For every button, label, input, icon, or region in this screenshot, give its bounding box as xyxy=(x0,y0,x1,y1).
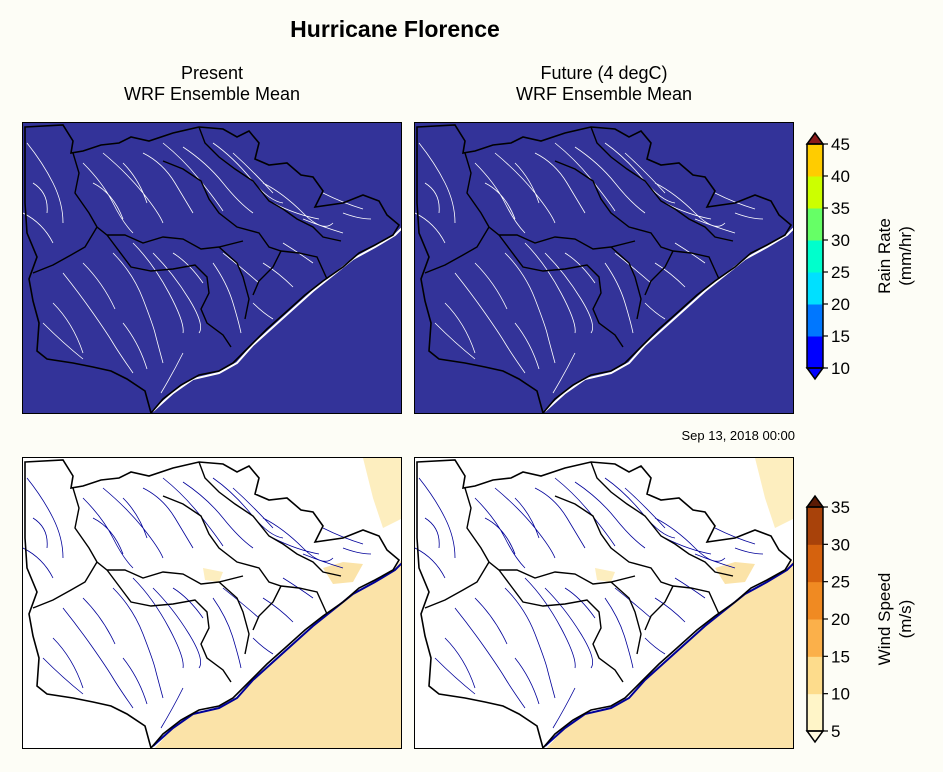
wind-colorbar-band xyxy=(807,693,823,732)
rain-rate-colorbar: 10 15 20 25 30 35 40 45 xyxy=(805,131,865,387)
sound-wind-area xyxy=(715,562,755,584)
wind-colorbar-band xyxy=(807,619,823,657)
rain-rate-label-line2: (mm/hr) xyxy=(896,226,915,286)
wind-speed-colorbar: 5 10 15 20 25 30 35 xyxy=(805,494,865,750)
rain-colorbar-band xyxy=(807,208,823,241)
wind-colorbar-band xyxy=(807,581,823,620)
column-title-future-line1: Future (4 degC) xyxy=(540,63,668,83)
column-title-present-line2: WRF Ensemble Mean xyxy=(123,84,301,104)
rain-colorbar-tick-label: 20 xyxy=(831,295,850,314)
wind-speed-label-line2: (m/s) xyxy=(896,599,915,639)
wind-colorbar-band xyxy=(807,544,823,583)
wind-colorbar-extend-high xyxy=(805,494,825,508)
column-title-future-line2: WRF Ensemble Mean xyxy=(515,84,693,104)
rain-colorbar-band xyxy=(807,272,823,305)
inland-wind-patch xyxy=(203,568,223,582)
wind-colorbar-tick-label: 30 xyxy=(831,535,850,554)
wind-colorbar-tick-label: 25 xyxy=(831,573,850,592)
wind-speed-colorbar-label: Wind Speed (m/s) xyxy=(874,564,916,674)
wind-colorbar-tick-label: 20 xyxy=(831,610,850,629)
rain-colorbar-band xyxy=(807,336,823,369)
rain-map-background xyxy=(23,123,401,413)
column-title-present-line1: Present xyxy=(180,63,244,83)
wind-colorbar-tick-label: 15 xyxy=(831,647,850,666)
rain-map-future xyxy=(414,122,794,414)
wind-colorbar-tick-label: 35 xyxy=(831,498,850,517)
wind-map-future xyxy=(414,457,794,749)
rain-colorbar-extend-high xyxy=(805,131,825,145)
rain-colorbar-band xyxy=(807,144,823,177)
rain-colorbar-tick-label: 10 xyxy=(831,359,850,378)
rain-map-present xyxy=(22,122,402,414)
rain-colorbar-tick-label: 40 xyxy=(831,167,850,186)
rain-colorbar-band xyxy=(807,304,823,337)
rain-rate-label-line1: Rain Rate xyxy=(875,218,894,294)
column-title-present: Present WRF Ensemble Mean xyxy=(22,63,402,105)
rain-colorbar-scale: 10 15 20 25 30 35 40 45 xyxy=(805,131,850,381)
inland-wind-patch xyxy=(595,568,615,582)
figure-title: Hurricane Florence xyxy=(290,16,500,42)
wind-colorbar-tick-label: 10 xyxy=(831,685,850,704)
rain-map-background xyxy=(415,123,793,413)
ocean-wind-area xyxy=(154,560,401,748)
timestamp: Sep 13, 2018 00:00 xyxy=(681,428,796,443)
ocean-wind-area-light xyxy=(755,458,793,528)
rain-colorbar-tick-label: 45 xyxy=(831,135,850,154)
wind-colorbar-extend-low xyxy=(805,730,825,744)
ocean-wind-area xyxy=(546,560,793,748)
rain-colorbar-tick-label: 15 xyxy=(831,327,850,346)
wind-colorbar-tick-label: 5 xyxy=(831,722,840,741)
rain-rate-colorbar-label: Rain Rate (mm/hr) xyxy=(874,201,916,311)
wind-colorbar-scale: 5 10 15 20 25 30 35 xyxy=(805,494,850,744)
rain-colorbar-tick-label: 25 xyxy=(831,263,850,282)
column-title-future: Future (4 degC) WRF Ensemble Mean xyxy=(414,63,794,105)
wind-colorbar-band xyxy=(807,507,823,545)
sound-wind-area xyxy=(323,562,363,584)
rain-colorbar-extend-low xyxy=(805,367,825,381)
rain-colorbar-band xyxy=(807,176,823,209)
rain-colorbar-tick-label: 30 xyxy=(831,231,850,250)
rain-colorbar-tick-label: 35 xyxy=(831,199,850,218)
wind-colorbar-band xyxy=(807,656,823,695)
wind-map-present xyxy=(22,457,402,749)
wind-speed-label-line1: Wind Speed xyxy=(875,572,894,666)
rain-colorbar-band xyxy=(807,240,823,273)
ocean-wind-area-light xyxy=(363,458,401,528)
rain-colorbar-frame xyxy=(806,143,824,369)
